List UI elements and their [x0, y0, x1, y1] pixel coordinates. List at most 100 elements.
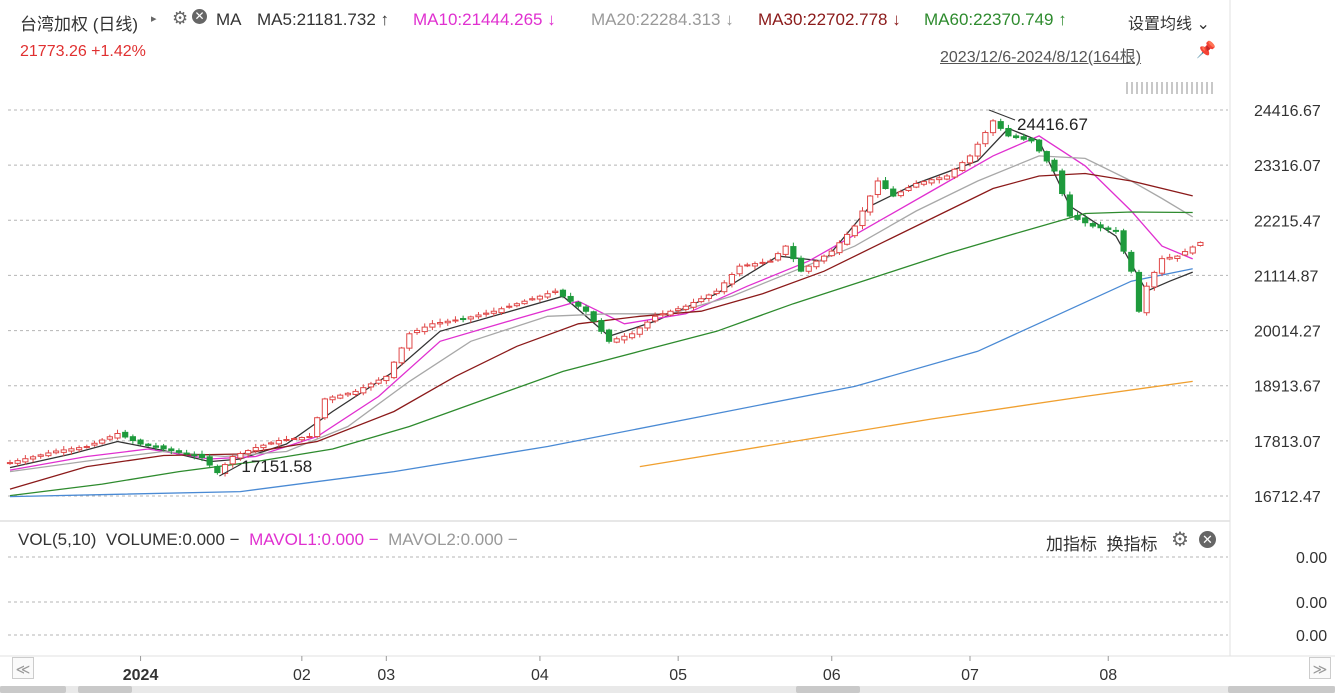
candle-body [375, 379, 382, 384]
candle-body [559, 289, 567, 297]
candle-body [851, 225, 858, 237]
instrument-title[interactable]: 台湾加权 (日线) [20, 15, 139, 34]
candle-body [260, 444, 267, 449]
candle-body [321, 398, 328, 419]
scrollbar-track[interactable] [0, 686, 1335, 693]
candle-body [483, 312, 490, 315]
candle-body [191, 454, 198, 457]
candle-body [413, 329, 421, 334]
candle-body [1166, 256, 1173, 260]
trend-line [9, 268, 1193, 498]
set-ma-button[interactable]: 设置均线 ⌄ [1128, 10, 1210, 34]
candle-body [728, 274, 736, 285]
candle-body [298, 437, 305, 441]
candle-body [928, 179, 935, 184]
switch-indicator-button[interactable]: 换指标 [1106, 535, 1158, 554]
ma-value: MA20:22284.313 [591, 10, 726, 29]
candle-body [1097, 224, 1104, 229]
candle-body [844, 233, 851, 245]
candle-body [1005, 127, 1012, 137]
volume-tick-label: 0.00 [1296, 628, 1327, 645]
candle-body [367, 383, 375, 388]
candle-body [183, 452, 190, 455]
candle-body [943, 175, 951, 180]
mavol2-value: MAVOL2:0.000 − [388, 530, 518, 549]
candle-body [83, 446, 90, 449]
date-range[interactable]: 2023/12/6-2024/8/12(164根) [940, 49, 1142, 66]
candle-body [1181, 251, 1189, 256]
candle-body [836, 242, 843, 254]
candle-body [966, 155, 974, 164]
candle-body [52, 450, 60, 454]
chart-header: 台湾加权 (日线) ▸ ⚙ ✕ MA MA5:21181.732 ↑ MA10:2… [0, 0, 1335, 94]
candle-body [129, 436, 136, 442]
ma-trend-arrow: ↑ [380, 10, 390, 29]
candle-body [529, 298, 536, 301]
drag-handle[interactable] [1126, 82, 1214, 94]
candle-body [1158, 258, 1166, 274]
candle-body [137, 439, 144, 445]
candle-body [575, 301, 582, 307]
scrollbar-thumb[interactable] [796, 686, 860, 693]
candle-body [874, 180, 881, 196]
candle-body [828, 250, 835, 257]
candle-body [1066, 194, 1073, 217]
volume-tick-label: 0.00 [1296, 595, 1327, 612]
candle-body [60, 449, 67, 453]
scrollbar-thumb[interactable] [78, 686, 132, 693]
x-tick-label: 05 [669, 667, 687, 684]
candle-body [436, 322, 444, 325]
scroll-left-button[interactable]: ≪ [12, 657, 34, 679]
expand-arrow-icon[interactable]: ▸ [151, 13, 157, 25]
candle-body [767, 260, 774, 263]
candle-body [122, 431, 129, 438]
high-label: 24416.67 [1017, 115, 1088, 134]
candle-body [344, 392, 352, 396]
candle-body [705, 294, 712, 299]
candle-body [429, 323, 436, 328]
scrollbar-thumb[interactable] [0, 686, 66, 693]
volume-close-icon[interactable]: ✕ [1199, 531, 1216, 548]
y-tick-label: 21114.87 [1254, 268, 1318, 285]
pin-icon[interactable]: 📌 [1196, 42, 1216, 59]
candle-body [14, 460, 21, 464]
candle-body [444, 320, 451, 324]
candle-body [198, 453, 206, 459]
candle-body [244, 450, 252, 455]
candle-body [736, 265, 743, 275]
candle-body [790, 246, 797, 260]
candle-body [513, 303, 520, 307]
high-pointer [988, 109, 1016, 121]
candle-body [744, 264, 751, 267]
ma-value: MA5:21181.732 [257, 10, 381, 29]
candle-body [521, 300, 528, 305]
candle-body [813, 260, 820, 268]
set-ma-label: 设置均线 [1128, 16, 1193, 33]
volume-legend: VOL(5,10) VOLUME:0.000 − MAVOL1:0.000 − … [18, 530, 518, 550]
add-indicator-button[interactable]: 加指标 [1046, 535, 1097, 554]
candle-body [628, 333, 636, 339]
candle-body [1082, 217, 1089, 224]
candle-body [1135, 271, 1143, 312]
candle-body [897, 191, 904, 197]
candle-body [913, 182, 920, 188]
candle-body [552, 290, 559, 293]
x-tick-label: 04 [531, 667, 549, 684]
candle-body [936, 177, 943, 181]
x-axis: 2024 02 03 04 05 06 07 08 [123, 656, 1117, 684]
ma-legend-item: MA60:22370.749 ↑ [924, 10, 1067, 30]
y-tick-label: 20014.27 [1254, 324, 1321, 341]
candle-body [1051, 159, 1058, 172]
ma-gear-icon[interactable]: ⚙ [172, 8, 189, 28]
candle-body [905, 187, 912, 191]
ma-close-icon[interactable]: ✕ [192, 9, 207, 24]
y-tick-label: 16712.47 [1254, 489, 1321, 506]
candle-body [398, 347, 405, 364]
candle-body [621, 335, 628, 341]
candle-body [360, 387, 367, 394]
x-tick-label: 02 [293, 667, 311, 684]
scroll-right-button[interactable]: ≫ [1309, 657, 1331, 679]
volume-gear-icon[interactable]: ⚙ [1171, 529, 1189, 551]
scrollbar-thumb[interactable] [1228, 686, 1335, 693]
